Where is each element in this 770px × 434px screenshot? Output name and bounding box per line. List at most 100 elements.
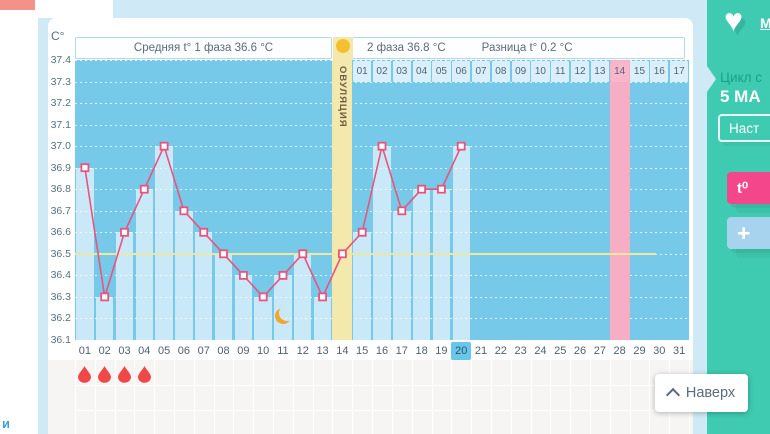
grid-vline [530,360,532,434]
day-label: 23 [514,345,527,357]
grid-vline [253,360,255,434]
y-tick-label: 36.9 [50,161,71,174]
grid-vline [352,360,354,434]
grid-vline [629,360,631,434]
dpo-cell: 08 [491,61,510,82]
data-point-marker [298,249,308,259]
ovulation-label: ОВУЛЯЦИЯ [336,66,348,128]
grid-vline [174,360,176,434]
dpo-cell: 09 [511,61,530,82]
y-tick-label: 37.0 [50,140,71,153]
data-point-marker [436,184,446,194]
dpo-cell: 01 [353,61,372,82]
cycle-start-label: Цикл с [720,70,762,85]
grid-vline [292,360,294,434]
phase1-header: Средняя t° 1 фаза 36.6 °C [75,37,332,59]
day-label: 07 [197,345,210,357]
data-point-marker [238,270,248,280]
grid-vline [114,360,116,434]
y-tick-label: 37.2 [50,97,71,110]
day-label: 13 [316,345,329,357]
day-label: 09 [237,345,250,357]
dpo-cell: 06 [452,61,471,82]
heart-icon: ♥ [724,2,743,38]
data-point-marker [377,141,387,151]
data-point-marker [120,227,129,237]
day-label: 22 [494,345,507,357]
grid-vline [372,360,374,434]
pink-band [609,60,630,340]
y-tick-label: 36.5 [50,247,71,260]
grid-line [75,167,689,169]
grid-hline [75,385,689,386]
y-tick-label: 36.1 [50,334,71,346]
chevron-up-icon [665,387,680,403]
blood-drop-icon [118,366,132,388]
data-point-marker [100,292,110,302]
dpo-cell: 07 [471,61,491,82]
dpo-cell: 02 [372,61,392,82]
phase2-label: 2 фаза 36.8 °C [367,42,446,54]
graph-link[interactable]: М [760,15,770,31]
grid-vline [273,360,275,434]
temp-bar [234,275,253,340]
data-point-marker [357,227,367,237]
day-label: 08 [217,345,230,357]
day-label: 18 [415,345,428,357]
dpo-cell: 17 [669,61,689,82]
ovulation-band-top [332,37,353,60]
coverline [75,252,656,255]
grid-line [75,318,689,320]
day-label: 20 [451,342,472,360]
grid-vline [193,360,195,434]
y-tick-label: 36.3 [50,290,71,303]
data-point-marker [278,270,288,280]
sidebar-collapse-arrow-icon[interactable] [707,66,716,92]
dpo-cell: 10 [531,61,550,82]
blood-drop-icon [137,366,151,388]
back-to-top-button[interactable]: Наверх [655,374,748,412]
day-label: 16 [375,345,389,357]
temp-bar [452,146,470,340]
grid-vline [451,360,453,434]
day-label: 10 [257,345,270,357]
day-label: 21 [474,345,488,357]
grid-line [75,275,689,277]
day-label: 28 [613,345,626,357]
sidebar: ♥ М Цикл с 5 МА Наст t⁰ + [707,0,770,434]
grid-line [75,81,689,83]
plus-icon: + [737,219,751,246]
day-label: 30 [653,345,666,357]
grid-vline [609,360,611,434]
dpo-cell: 15 [630,61,649,82]
data-point-marker [80,163,90,173]
grid-line [75,124,689,126]
day-label: 12 [296,345,309,357]
grid-vline [471,360,473,434]
dpo-cell: 16 [650,61,669,82]
y-tick-label: 36.4 [50,269,71,282]
grid-vline [570,360,572,434]
y-tick-label: 37.3 [50,75,71,88]
y-tick-label: 37.1 [50,118,71,131]
partial-link-text[interactable]: и [2,416,10,431]
cycle-start-date: 5 МА [720,87,761,106]
data-point-marker [337,249,347,259]
data-point-marker [456,141,466,151]
day-label: 31 [672,345,686,357]
ovulation-day-icon [335,39,350,53]
grid-vline [411,360,413,434]
grid-vline [233,360,235,434]
day-label: 26 [573,345,587,357]
grid-vline [134,360,136,434]
add-entry-button[interactable]: + [727,217,770,249]
dpo-cell: 13 [590,61,609,82]
data-point-marker [139,184,149,194]
add-temperature-button[interactable]: t⁰ [727,172,770,204]
dpo-cell: 11 [551,61,570,82]
data-point-marker [219,249,228,259]
y-tick-label: 36.6 [50,226,71,239]
settings-button[interactable]: Наст [718,114,770,142]
top-notch [38,0,113,18]
